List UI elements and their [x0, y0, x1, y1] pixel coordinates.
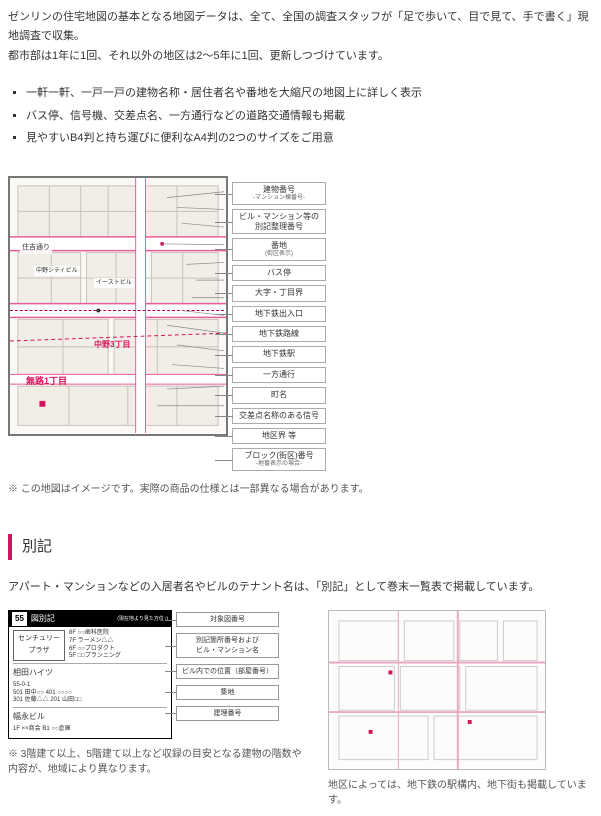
legend-item: 地下鉄駅	[232, 346, 326, 362]
intro-line-2: 都市部は1年に1回、それ以外の地区は2～5年に1回、更新しつづけています。	[8, 47, 593, 66]
bekki-label: 建理番号	[176, 706, 279, 721]
bekki-label: 集地	[176, 685, 279, 700]
bekki-building-name: センチュリー プラザ	[13, 630, 65, 661]
bekki-label: ビル内での位置（部屋番号）	[176, 664, 279, 679]
underground-map-image	[328, 610, 546, 770]
bekki-resident-list: 55-0-1 501 田中○○ 401 ○○○○ 301 佐藤△△ 201 山田…	[13, 682, 167, 705]
feature-list: 一軒一軒、一戸一戸の建物名称・居住者名や番地を大縮尺の地図上に詳しく表示 バス停…	[8, 84, 593, 148]
map-legend: 建物番号-マンション棟番号- ビル・マンション等の 別記整理番号 番地(街区表示…	[232, 176, 326, 471]
legend-item: 番地(街区表示)	[232, 238, 326, 261]
bekki-building-name: 相田ハイツ	[13, 666, 167, 680]
bekki-tenant-list: 8F ○○歯科医院 7F ラーメン△△ 6F ○○プロダクト 5F □□プランニ…	[65, 630, 167, 661]
bekki-header-sub: (現在地より見た方位↑)	[117, 615, 168, 624]
feature-item: 一軒一軒、一戸一戸の建物名称・居住者名や番地を大縮尺の地図上に詳しく表示	[26, 84, 593, 103]
bekki-lead: アパート・マンションなどの入居者名やビルのテナント名は、「別記」として巻末一覧表…	[8, 578, 593, 597]
map-street-label: 住吉通り	[20, 242, 52, 254]
map-section: 住吉通り 中野シティビル イーストビル 中野3丁目 無路1丁目 建物番号-マンシ…	[8, 176, 593, 498]
legend-item: 地下鉄出入口	[232, 306, 326, 322]
bekki-sample-box: 55 図別記 (現在地より見た方位↑) センチュリー プラザ 8F ○○歯科医院…	[8, 610, 172, 738]
map-building-label: 中野シティビル	[34, 266, 80, 276]
bekki-row: 55 図別記 (現在地より見た方位↑) センチュリー プラザ 8F ○○歯科医院…	[8, 610, 593, 808]
legend-item: 交差点名称のある信号	[232, 408, 326, 424]
map-building-label: イーストビル	[94, 278, 134, 288]
bekki-label: 対象図番号	[176, 612, 279, 627]
bekki-label: 別記箇所番号および ビル・マンション名	[176, 633, 279, 657]
legend-item: バス停	[232, 265, 326, 281]
map-area-label: 中野3丁目	[92, 338, 132, 352]
legend-item: 地下鉄路線	[232, 326, 326, 342]
intro-text: ゼンリンの住宅地図の基本となる地図データは、全て、全国の調査スタッフが「足で歩い…	[8, 8, 593, 66]
bekki-right-note: 地区によっては、地下鉄の駅構内、地下街も掲載しています。	[328, 778, 593, 808]
legend-item: 町名	[232, 387, 326, 403]
bekki-left-column: 55 図別記 (現在地より見た方位↑) センチュリー プラザ 8F ○○歯科医院…	[8, 610, 306, 776]
legend-item: 大字・丁目界	[232, 285, 326, 301]
legend-item: 一方通行	[232, 367, 326, 383]
legend-item: ブロック(街区)番号-地番表示の場合-	[232, 448, 326, 471]
legend-item: 地区界 等	[232, 428, 326, 444]
map-area-label: 無路1丁目	[24, 374, 69, 389]
legend-item: 建物番号-マンション棟番号-	[232, 182, 326, 205]
map-note: ※ この地図はイメージです。実際の商品の仕様とは一部異なる場合があります。	[8, 481, 593, 498]
bekki-building-name: 幅永ビル	[13, 710, 167, 724]
legend-item: ビル・マンション等の 別記整理番号	[232, 209, 326, 234]
sample-map-image: 住吉通り 中野シティビル イーストビル 中野3丁目 無路1丁目	[8, 176, 228, 436]
feature-item: バス停、信号機、交差点名、一方通行などの道路交通情報も掲載	[26, 107, 593, 126]
bekki-label-column: 対象図番号 別記箇所番号および ビル・マンション名 ビル内での位置（部屋番号） …	[176, 610, 279, 738]
feature-item: 見やすいB4判と持ち運びに便利なA4判の2つのサイズをご用意	[26, 129, 593, 148]
intro-line-1: ゼンリンの住宅地図の基本となる地図データは、全て、全国の調査スタッフが「足で歩い…	[8, 8, 593, 45]
bekki-right-column: 地区によっては、地下鉄の駅構内、地下街も掲載しています。	[328, 610, 593, 808]
bekki-header-text: 図別記	[31, 612, 55, 626]
bekki-left-note: ※ 3階建て以上、5階建て以上など収録の目安となる建物の階数や内容が、地域により…	[8, 747, 306, 777]
bekki-header-number: 55	[12, 612, 27, 626]
section-title-bekki: 別記	[8, 534, 593, 560]
bekki-box-header: 55 図別記 (現在地より見た方位↑)	[9, 611, 171, 627]
bekki-tenant-list: 1F ××商会 B1 ○○倉庫	[13, 726, 167, 734]
